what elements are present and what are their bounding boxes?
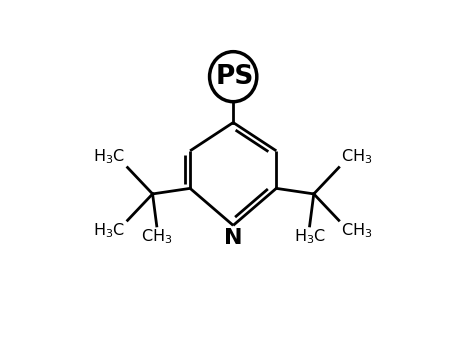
Text: CH$_3$: CH$_3$ [341,147,373,166]
Text: H$_3$C: H$_3$C [293,227,326,246]
Text: N: N [224,228,243,248]
Text: CH$_3$: CH$_3$ [141,227,172,246]
Text: CH$_3$: CH$_3$ [341,222,373,240]
Text: PS: PS [216,64,254,90]
Text: H$_3$C: H$_3$C [93,222,125,240]
Text: H$_3$C: H$_3$C [93,147,125,166]
